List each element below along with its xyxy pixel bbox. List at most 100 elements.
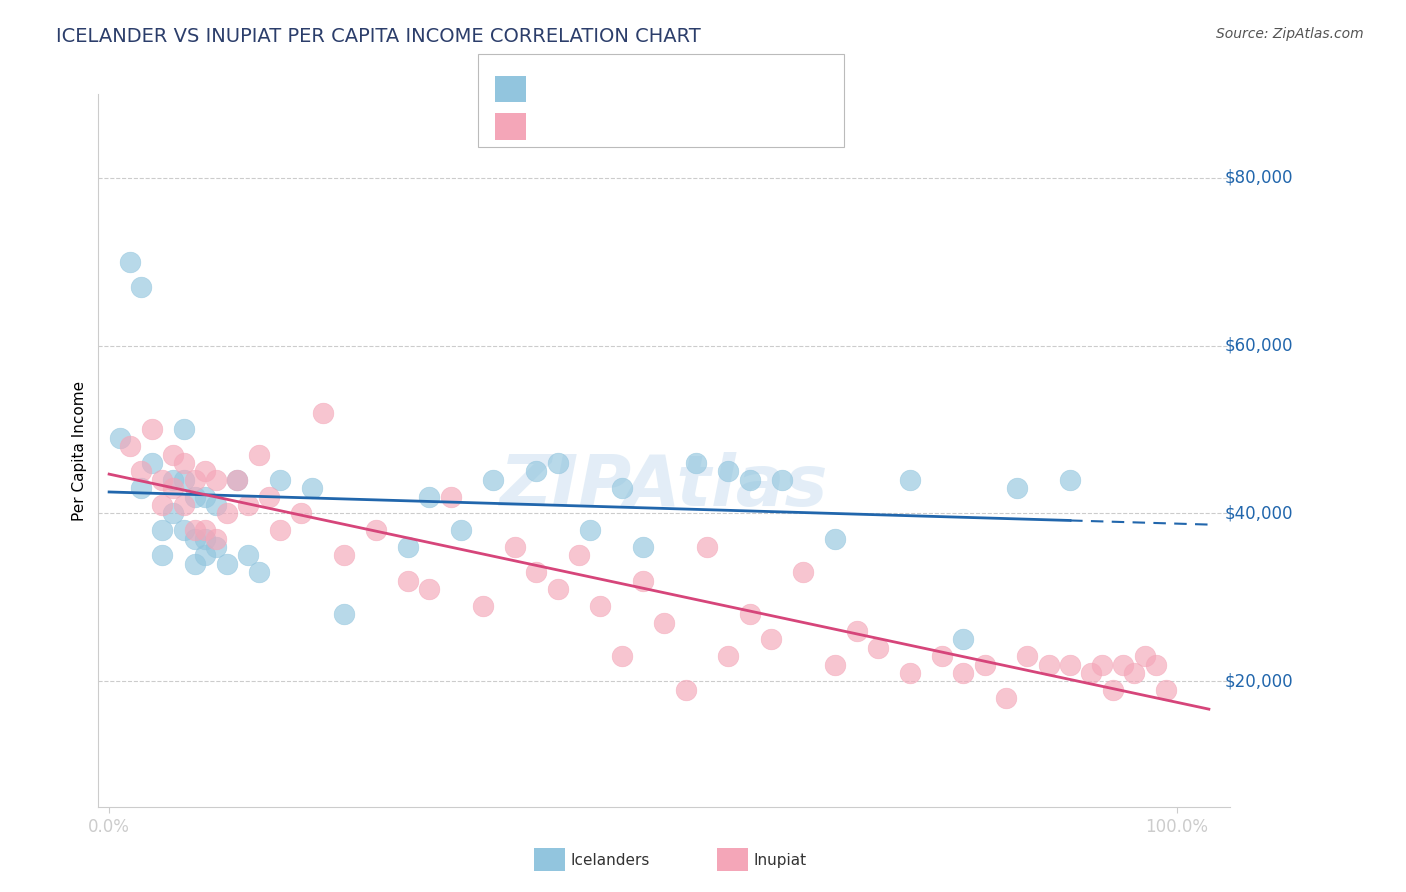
Point	[194, 490, 217, 504]
Point	[290, 507, 312, 521]
Point	[152, 523, 174, 537]
Point	[333, 607, 356, 622]
Point	[1154, 682, 1177, 697]
Point	[141, 422, 163, 436]
Text: R =: R =	[536, 80, 572, 98]
Point	[205, 473, 228, 487]
Text: ICELANDER VS INUPIAT PER CAPITA INCOME CORRELATION CHART: ICELANDER VS INUPIAT PER CAPITA INCOME C…	[56, 27, 702, 45]
Point	[152, 498, 174, 512]
Point	[108, 431, 131, 445]
Point	[194, 532, 217, 546]
Point	[1017, 649, 1039, 664]
Point	[183, 473, 205, 487]
Point	[547, 456, 569, 470]
Point	[578, 523, 600, 537]
Point	[236, 498, 259, 512]
Text: R =: R =	[536, 118, 572, 136]
Point	[162, 481, 184, 495]
Point	[301, 481, 323, 495]
Point	[418, 490, 440, 504]
Point	[471, 599, 494, 613]
Text: 62: 62	[681, 118, 703, 136]
Point	[152, 549, 174, 563]
Point	[1144, 657, 1167, 672]
Point	[418, 582, 440, 596]
Point	[152, 473, 174, 487]
Point	[215, 557, 238, 571]
Point	[824, 532, 846, 546]
Point	[183, 557, 205, 571]
Point	[141, 456, 163, 470]
Point	[205, 532, 228, 546]
Text: N =: N =	[643, 80, 679, 98]
Point	[226, 473, 249, 487]
Point	[568, 549, 591, 563]
Point	[898, 665, 921, 680]
Point	[824, 657, 846, 672]
Text: 45: 45	[681, 80, 703, 98]
Point	[738, 473, 761, 487]
Point	[792, 565, 814, 579]
Point	[547, 582, 569, 596]
Point	[995, 691, 1018, 706]
Point	[247, 448, 270, 462]
Point	[524, 565, 547, 579]
Point	[215, 507, 238, 521]
Point	[1133, 649, 1156, 664]
Text: N =: N =	[643, 118, 679, 136]
Text: $80,000: $80,000	[1225, 169, 1294, 186]
Point	[1101, 682, 1123, 697]
Point	[1112, 657, 1135, 672]
Point	[120, 439, 142, 453]
Point	[610, 649, 633, 664]
Point	[1091, 657, 1114, 672]
Point	[440, 490, 463, 504]
Point	[1059, 657, 1081, 672]
Point	[194, 549, 217, 563]
Point	[685, 456, 707, 470]
Point	[364, 523, 387, 537]
Point	[675, 682, 697, 697]
Point	[450, 523, 472, 537]
Point	[173, 523, 195, 537]
Point	[931, 649, 953, 664]
Point	[129, 465, 152, 479]
Point	[866, 640, 889, 655]
Point	[162, 507, 184, 521]
Point	[236, 549, 259, 563]
Text: 0.097: 0.097	[574, 80, 626, 98]
Point	[120, 254, 142, 268]
Point	[173, 456, 195, 470]
Point	[173, 422, 195, 436]
Point	[845, 624, 868, 638]
Point	[194, 523, 217, 537]
Point	[1038, 657, 1060, 672]
Point	[226, 473, 249, 487]
Point	[1123, 665, 1146, 680]
Point	[247, 565, 270, 579]
Point	[610, 481, 633, 495]
Point	[1005, 481, 1028, 495]
Point	[589, 599, 612, 613]
Point	[129, 279, 152, 293]
Point	[162, 473, 184, 487]
Point	[898, 473, 921, 487]
Point	[524, 465, 547, 479]
Point	[173, 498, 195, 512]
Point	[770, 473, 793, 487]
Point	[696, 540, 718, 554]
Point	[631, 540, 654, 554]
Point	[1080, 665, 1102, 680]
Point	[396, 574, 419, 588]
Point	[482, 473, 505, 487]
Point	[311, 406, 333, 420]
Text: -0.568: -0.568	[574, 118, 633, 136]
Point	[717, 649, 740, 664]
Text: ZIPAtlas: ZIPAtlas	[501, 451, 828, 521]
Point	[183, 523, 205, 537]
Point	[129, 481, 152, 495]
Point	[717, 465, 740, 479]
Point	[162, 448, 184, 462]
Point	[952, 632, 974, 647]
Text: $40,000: $40,000	[1225, 504, 1294, 523]
